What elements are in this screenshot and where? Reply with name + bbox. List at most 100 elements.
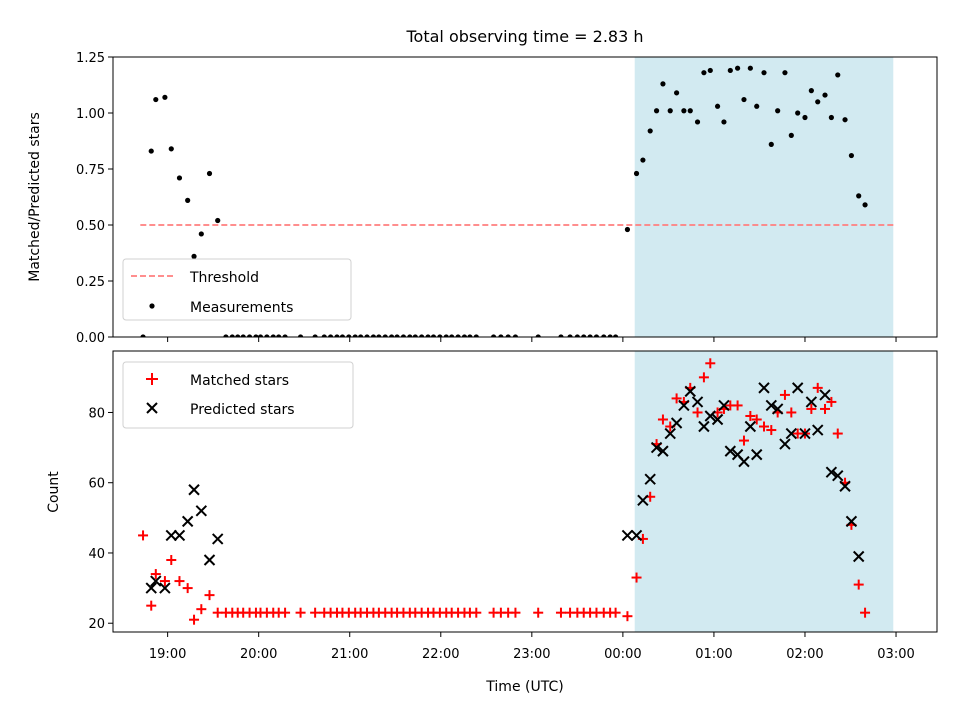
measurement-point	[815, 99, 821, 105]
measurement-point	[229, 334, 235, 337]
matched-star-point	[610, 607, 621, 618]
matched-star-point	[671, 393, 682, 404]
matched-star-point	[196, 604, 207, 615]
measurement-point	[140, 334, 146, 337]
predicted-star-point	[805, 396, 818, 408]
top-panel: 0.00 0.25 0.50 0.75 1.00 1.25 Matched/Predict…	[27, 0, 938, 346]
measurement-point	[848, 152, 855, 159]
measurement-point	[535, 334, 541, 337]
measurement-point	[498, 334, 504, 337]
predicted-star-point	[203, 554, 216, 566]
measurement-point	[419, 334, 425, 337]
top-ytick-label: 0.25	[76, 275, 105, 290]
measurement-point	[835, 72, 841, 78]
predicted-star-point	[785, 427, 798, 440]
matched-star-point	[295, 607, 306, 618]
top-ytick-label: 1.25	[76, 51, 105, 66]
measurement-point	[574, 334, 580, 337]
matched-star-point	[853, 579, 864, 590]
predicted-star-point	[150, 575, 162, 587]
bottom-panel: 20 40 60 80 19:00 20:00 21:00 22:00 23:00 00:00 0…	[46, 350, 938, 695]
measurement-point	[264, 334, 270, 337]
matched-star-point	[631, 572, 642, 583]
top-ytick-label: 0.00	[76, 331, 105, 346]
measurement-point	[754, 103, 760, 109]
measurement-point	[246, 334, 253, 337]
measurement-point	[382, 334, 388, 337]
top-y-axis-label: Matched/Predicted stars	[27, 112, 43, 282]
measurement-point	[473, 334, 479, 337]
matched-star-point	[471, 607, 482, 618]
matched-star-point	[745, 410, 756, 421]
predicted-star-point	[165, 529, 177, 542]
predicted-star-point	[173, 529, 186, 542]
predicted-star-point	[744, 420, 757, 433]
measurement-point	[612, 334, 619, 337]
measurement-point	[842, 117, 848, 123]
predicted-star-point	[195, 505, 208, 517]
predicted-star-point	[637, 494, 649, 506]
measurement-point	[660, 81, 666, 87]
measurement-point	[687, 108, 693, 114]
measurement-point	[490, 334, 497, 337]
bottom-ytick-label: 60	[88, 477, 105, 492]
matched-star-point	[510, 607, 521, 618]
measurement-point	[162, 94, 168, 100]
measurement-point	[667, 108, 673, 114]
bottom-shaded-span	[634, 351, 894, 632]
matched-star-point	[159, 576, 170, 587]
predicted-star-point	[718, 399, 730, 412]
chart-title: Total observing time = 2.83 h	[405, 27, 643, 46]
predicted-star-point	[188, 484, 200, 496]
xtick-label: 20:00	[240, 647, 277, 662]
measurement-point	[653, 108, 660, 114]
measurement-point	[339, 334, 346, 337]
matched-star-point	[657, 414, 668, 425]
predicted-star-point	[738, 455, 750, 468]
measurement-point	[587, 334, 593, 337]
predicted-star-point	[711, 413, 724, 426]
predicted-star-point	[630, 529, 643, 542]
measurement-point	[412, 334, 418, 337]
bottom-ytick-label: 40	[88, 547, 105, 562]
predicted-star-point	[621, 529, 634, 542]
measurement-point	[176, 175, 183, 181]
predicted-star-point	[145, 582, 157, 594]
matched-star-point	[786, 407, 797, 418]
predicted-star-point	[758, 382, 770, 394]
measurement-point	[883, 0, 888, 3]
measurement-point	[775, 108, 781, 114]
predicted-star-point	[657, 445, 669, 457]
measurement-point	[425, 334, 431, 337]
measurement-point	[389, 334, 395, 337]
measurement-point	[400, 334, 407, 337]
xtick-label: 22:00	[422, 647, 459, 662]
measurement-point	[624, 226, 631, 233]
matched-star-point	[622, 611, 633, 622]
measurement-point	[153, 96, 159, 103]
measurement-point	[567, 334, 573, 337]
matched-star-point	[751, 414, 762, 425]
predicted-star-point	[644, 473, 656, 485]
top-axes-frame	[112, 56, 938, 338]
measurement-point	[461, 334, 468, 337]
legend-measurements-swatch	[149, 303, 155, 309]
measurement-point	[512, 334, 519, 337]
measurement-point	[761, 70, 767, 76]
matched-star-point	[732, 400, 743, 411]
measurement-point	[253, 334, 259, 337]
measurement-point	[862, 202, 868, 208]
matched-star-point	[812, 382, 823, 393]
measurement-point	[376, 334, 382, 337]
legend-matched-swatch	[146, 373, 158, 385]
matched-star-point	[738, 435, 749, 446]
predicted-star-point	[724, 445, 737, 457]
xtick-label: 01:00	[695, 647, 732, 662]
measurement-point	[358, 334, 364, 337]
measurement-point	[321, 334, 327, 337]
measurement-point	[768, 141, 774, 147]
measurement-point	[334, 334, 340, 337]
measurement-point	[889, 0, 894, 3]
matched-star-point	[138, 530, 149, 541]
